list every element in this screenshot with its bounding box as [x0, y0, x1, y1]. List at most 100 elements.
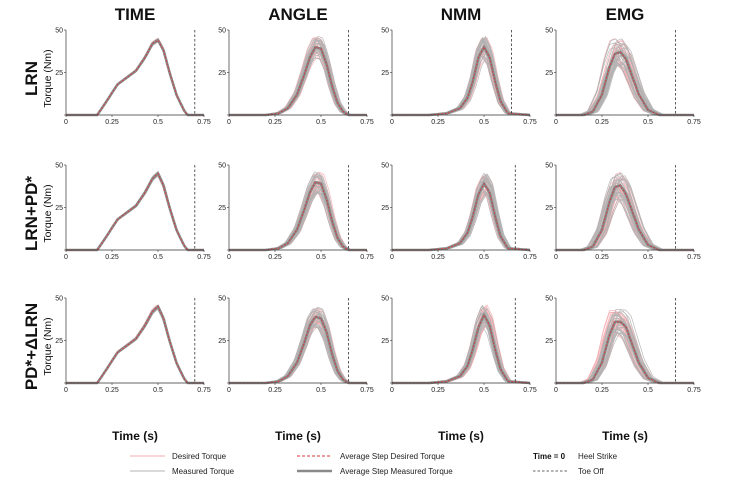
column-title: TIME	[115, 5, 156, 24]
x-tick-label: 0.25	[105, 254, 119, 261]
measured-torque-trace	[229, 309, 367, 384]
measured-torque-trace	[229, 39, 367, 116]
measured-torque-trace	[229, 40, 367, 116]
desired-torque-trace	[556, 196, 694, 251]
measured-torque-trace	[229, 309, 367, 384]
x-tick-label: 0.25	[431, 387, 445, 394]
measured-torque-trace	[229, 171, 367, 251]
desired-torque-trace	[66, 41, 204, 116]
measured-torque-trace	[66, 173, 204, 251]
y-tick-label: 25	[545, 338, 553, 345]
desired-torque-trace	[66, 176, 204, 251]
desired-torque-trace	[229, 40, 367, 116]
panel-PD*+ΔLRN-TIME: 25 50 0 0.25 0.5 0.75	[55, 296, 211, 395]
measured-torque-trace	[66, 41, 204, 116]
y-tick-label: 25	[218, 205, 226, 212]
x-tick-label: 0.25	[595, 119, 609, 126]
measured-torque-trace	[66, 307, 204, 384]
measured-torque-trace	[66, 308, 204, 384]
measured-torque-trace	[556, 64, 694, 116]
column-title: ANGLE	[268, 5, 328, 24]
x-tick-label: 0.75	[360, 119, 374, 126]
row-title: LRN+PD*	[22, 176, 41, 251]
measured-torque-trace	[66, 40, 204, 116]
desired-torque-trace	[229, 174, 367, 251]
desired-torque-trace	[229, 174, 367, 251]
panel-LRN+PD*-ANGLE: 25 50 0 0.25 0.5 0.75	[218, 163, 374, 262]
desired-torque-trace	[229, 39, 367, 116]
legend-avg-desired-label: Average Step Desired Torque	[340, 452, 445, 461]
desired-torque-trace	[66, 304, 204, 384]
measured-torque-trace	[66, 175, 204, 251]
measured-torque-trace	[66, 175, 204, 251]
desired-torque-trace	[66, 39, 204, 116]
legend-desired-label: Desired Torque	[172, 452, 227, 461]
average-measured-torque-line	[66, 171, 204, 252]
measured-torque-trace	[229, 37, 367, 116]
measured-torque-trace	[66, 308, 204, 384]
desired-torque-trace	[229, 310, 367, 384]
x-tick-label: 0	[390, 387, 394, 394]
measured-torque-trace	[66, 308, 204, 384]
measured-torque-trace	[66, 171, 204, 251]
desired-torque-trace	[66, 306, 204, 384]
x-axis-label: Time (s)	[112, 429, 158, 443]
x-tick-label: 0.25	[105, 119, 119, 126]
y-tick-label: 25	[55, 205, 63, 212]
measured-torque-trace	[66, 306, 204, 384]
desired-torque-trace	[66, 174, 204, 251]
measured-torque-trace	[229, 38, 367, 116]
measured-torque-trace	[229, 310, 367, 384]
measured-torque-trace	[66, 173, 204, 251]
desired-torque-trace	[229, 308, 367, 384]
desired-torque-trace	[66, 305, 204, 384]
measured-torque-trace	[229, 176, 367, 251]
x-tick-label: 0	[554, 119, 558, 126]
x-tick-label: 0.75	[523, 119, 537, 126]
average-desired-torque-line	[66, 305, 204, 384]
panel-LRN-EMG: 25 50 0 0.25 0.5 0.75	[545, 28, 701, 127]
measured-torque-trace	[66, 308, 204, 384]
y-tick-label: 25	[55, 70, 63, 77]
x-tick-label: 0.75	[687, 119, 701, 126]
desired-torque-trace	[66, 175, 204, 251]
x-tick-label: 0.25	[268, 254, 282, 261]
desired-torque-trace	[66, 175, 204, 251]
y-tick-label: 50	[381, 296, 389, 303]
y-tick-label: 50	[218, 28, 226, 35]
desired-torque-trace	[229, 308, 367, 384]
x-tick-label: 0	[64, 387, 68, 394]
desired-torque-trace	[229, 39, 367, 116]
panel-PD*+ΔLRN-EMG: 25 50 0 0.25 0.5 0.75	[545, 296, 701, 395]
desired-torque-trace	[66, 173, 204, 251]
x-tick-label: 0	[227, 387, 231, 394]
x-tick-label: 0.25	[105, 387, 119, 394]
measured-torque-trace	[229, 310, 367, 384]
desired-torque-trace	[229, 40, 367, 116]
measured-torque-trace	[556, 311, 694, 384]
desired-torque-trace	[66, 40, 204, 116]
y-tick-label: 50	[218, 163, 226, 170]
average-measured-torque-line	[392, 44, 531, 117]
panel-LRN+PD*-NMM: 25 50 0 0.25 0.5 0.75	[381, 163, 537, 262]
measured-torque-trace	[556, 52, 694, 116]
desired-torque-trace	[66, 173, 204, 251]
x-tick-label: 0.75	[197, 254, 211, 261]
average-desired-torque-line	[66, 172, 204, 251]
measured-torque-trace	[66, 171, 204, 251]
desired-torque-trace	[66, 307, 204, 384]
x-tick-label: 0.5	[479, 387, 489, 394]
measured-torque-trace	[66, 40, 204, 116]
y-axis-label: Torque (Nm)	[42, 184, 54, 242]
desired-torque-trace	[66, 304, 204, 384]
legend: Desired Torque Measured Torque Average Ste…	[130, 452, 618, 476]
y-tick-label: 50	[381, 28, 389, 35]
measured-torque-trace	[66, 38, 204, 116]
measured-torque-trace	[229, 174, 367, 251]
column-title: NMM	[441, 5, 482, 24]
measured-torque-trace	[229, 175, 367, 251]
desired-torque-trace	[66, 173, 204, 251]
measured-torque-trace	[229, 308, 367, 384]
desired-torque-trace	[229, 172, 367, 251]
